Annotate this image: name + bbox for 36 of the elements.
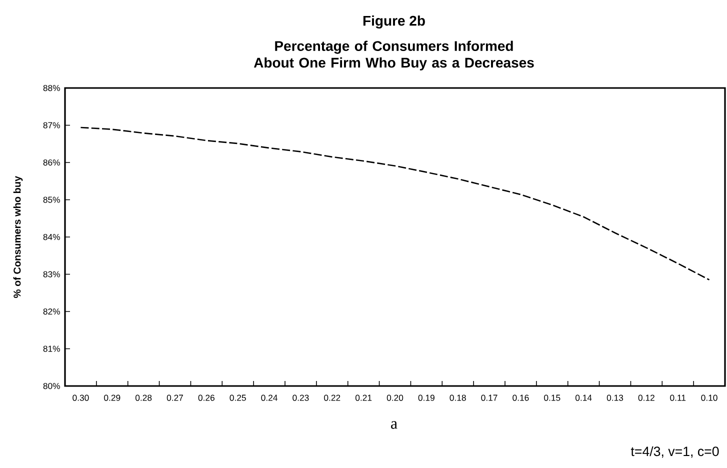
x-tick-label: 0.23 xyxy=(292,394,309,401)
x-tick-label: 0.16 xyxy=(512,394,529,401)
y-tick-label: 83% xyxy=(43,271,60,278)
x-tick-label: 0.24 xyxy=(261,394,278,401)
y-tick-label: 80% xyxy=(43,382,60,390)
line-series xyxy=(80,126,710,281)
x-tick-label: 0.27 xyxy=(166,394,183,401)
x-tick-label: 0.25 xyxy=(230,394,246,401)
x-tick-label: 0.21 xyxy=(355,394,372,401)
x-tick-label: 0.18 xyxy=(450,394,466,401)
y-tick-label: 87% xyxy=(43,122,60,128)
x-tick-label: 0.11 xyxy=(670,394,686,401)
x-tick-label: 0.12 xyxy=(638,394,654,401)
y-tick-label: 88% xyxy=(43,84,60,92)
y-tick-label: 81% xyxy=(43,346,60,352)
x-tick-label: 0.19 xyxy=(418,394,434,401)
y-tick-label: 86% xyxy=(43,159,60,166)
x-tick-label: 0.28 xyxy=(135,394,152,401)
x-tick-label: 0.14 xyxy=(575,394,592,401)
x-tick-label: 0.10 xyxy=(701,394,718,401)
y-axis-title: % of Consumers who buy xyxy=(13,176,23,298)
x-tick-label: 0.20 xyxy=(386,394,404,401)
x-tick-label: 0.13 xyxy=(606,394,624,401)
text: t=4/3, v=1, c=0 xyxy=(630,446,719,458)
x-axis-title: a xyxy=(391,421,398,429)
x-tick-label: 0.29 xyxy=(104,394,120,401)
x-tick-label: 0.26 xyxy=(198,394,214,401)
y-tick-label: 84% xyxy=(43,234,60,240)
chart-title: Figure 2b xyxy=(363,15,425,29)
y-tick-label: 82% xyxy=(43,308,60,315)
x-tick-label: 0.30 xyxy=(72,394,89,401)
x-tick-label: 0.15 xyxy=(544,394,560,401)
y-tick-label: 85% xyxy=(43,196,60,203)
chart-subtitle: Percentage of Consumers Informed About One Firm Who Buy as a Decreases xyxy=(254,40,534,70)
x-tick-label: 0.22 xyxy=(324,394,340,401)
x-tick-label: 0.17 xyxy=(481,394,498,401)
